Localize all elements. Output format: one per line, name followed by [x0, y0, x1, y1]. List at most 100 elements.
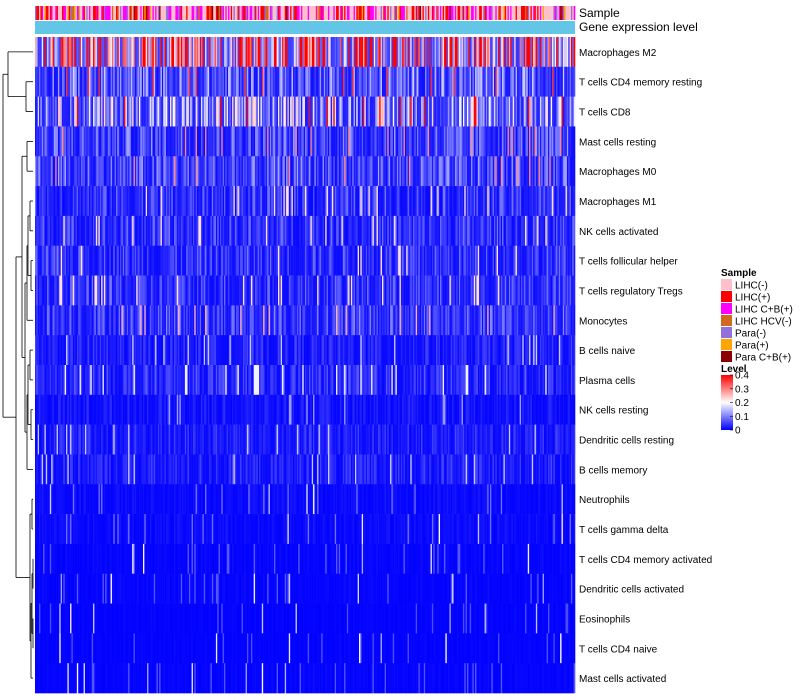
heatmap-cell: [124, 365, 126, 396]
heatmap-cell: [128, 275, 130, 306]
heatmap-cell: [515, 66, 518, 97]
heatmap-cell: [87, 365, 90, 396]
heatmap-cell: [155, 365, 157, 396]
heatmap-cell: [246, 126, 249, 157]
heatmap-cell: [136, 335, 138, 366]
sample-annotation-cell: [95, 6, 98, 20]
heatmap-cell: [360, 126, 362, 157]
heatmap-cell: [67, 365, 70, 396]
heatmap-cell: [199, 156, 202, 187]
heatmap-cell: [334, 305, 337, 336]
heatmap-cell: [134, 156, 137, 187]
heatmap-cell: [413, 66, 415, 97]
heatmap-cell: [357, 215, 360, 247]
heatmap-cell: [130, 215, 133, 247]
heatmap-cell: [438, 66, 441, 97]
heatmap-cell: [504, 305, 507, 336]
heatmap-cell: [111, 156, 114, 187]
heatmap-cell: [70, 365, 72, 396]
heatmap-cell: [548, 37, 550, 68]
heatmap-cell: [564, 96, 566, 127]
heatmap-cell: [322, 96, 325, 127]
sample-annotation-cell: [182, 6, 184, 20]
sample-annotation-cell: [156, 6, 159, 20]
heatmap-cell: [203, 365, 206, 396]
heatmap-cell: [570, 305, 573, 336]
heatmap-cell: [429, 245, 431, 276]
heatmap-cell: [434, 96, 437, 127]
heatmap-cell: [377, 156, 380, 187]
heatmap-cell: [373, 126, 376, 157]
heatmap-cell: [41, 186, 44, 217]
heatmap-cell: [78, 66, 80, 97]
heatmap-cell: [149, 126, 152, 157]
heatmap-cell: [194, 215, 196, 247]
heatmap-cell: [350, 305, 353, 336]
heatmap-cell: [43, 96, 45, 127]
heatmap-cell: [269, 186, 272, 217]
heatmap-cell: [134, 186, 137, 217]
heatmap-cell: [399, 186, 402, 217]
heatmap-cell: [206, 335, 209, 366]
heatmap-cell: [268, 96, 271, 127]
heatmap-cell: [238, 66, 241, 97]
heatmap-cell: [201, 275, 203, 306]
sample-annotation-cell: [241, 6, 244, 20]
heatmap-cell: [353, 335, 356, 366]
heatmap-cell: [125, 365, 128, 396]
heatmap-cell: [437, 335, 439, 366]
heatmap-cell: [152, 186, 155, 217]
heatmap-cell: [561, 96, 564, 127]
heatmap-cell: [514, 66, 516, 97]
heatmap-cell: [273, 96, 276, 127]
sample-annotation-cell: [106, 6, 109, 20]
heatmap-cell: [481, 66, 484, 97]
heatmap-cell: [568, 186, 570, 217]
heatmap-cell: [132, 365, 134, 396]
heatmap-cell: [121, 275, 124, 306]
sample-annotation-cell: [494, 6, 496, 20]
heatmap-cell: [279, 66, 281, 97]
heatmap-cell: [491, 66, 493, 97]
heatmap-cell: [164, 156, 167, 187]
heatmap-cell: [105, 275, 107, 306]
heatmap-cell: [288, 215, 291, 247]
heatmap-cell: [183, 215, 186, 247]
heatmap-cell: [148, 305, 151, 336]
heatmap-cell: [549, 37, 551, 68]
heatmap-cell: [348, 37, 350, 68]
heatmap-cell: [279, 156, 281, 187]
heatmap-cell: [330, 305, 333, 336]
heatmap-cell: [363, 96, 365, 127]
heatmap-cell: [334, 126, 337, 157]
heatmap-cell: [407, 275, 410, 306]
heatmap-cell: [40, 96, 43, 127]
sample-annotation-cell: [345, 6, 348, 20]
sample-annotation-cell: [462, 6, 465, 20]
heatmap-cell: [558, 186, 561, 217]
heatmap-cell: [190, 245, 192, 276]
heatmap-cell: [246, 245, 249, 276]
heatmap-cell: [261, 335, 264, 366]
heatmap-cell: [468, 66, 470, 97]
heatmap-cell: [179, 96, 182, 127]
heatmap-cell: [203, 156, 206, 187]
heatmap-cell: [302, 126, 304, 157]
heatmap-cell: [237, 275, 240, 306]
heatmap-cell: [59, 126, 61, 157]
heatmap-cell: [140, 126, 142, 157]
heatmap-cell: [291, 245, 294, 276]
sample-annotation-cell: [461, 6, 464, 20]
heatmap-cell: [307, 156, 310, 187]
heatmap-cell: [153, 37, 156, 68]
heatmap-cell: [75, 66, 78, 97]
heatmap-cell: [349, 186, 352, 217]
heatmap-cell: [379, 335, 381, 366]
heatmap-cell: [548, 245, 550, 276]
heatmap-cell: [522, 275, 524, 306]
heatmap-cell: [288, 305, 291, 336]
heatmap-cell: [434, 305, 437, 336]
heatmap-cell: [526, 305, 529, 336]
heatmap-cell: [222, 245, 225, 276]
heatmap-cell: [167, 156, 169, 187]
